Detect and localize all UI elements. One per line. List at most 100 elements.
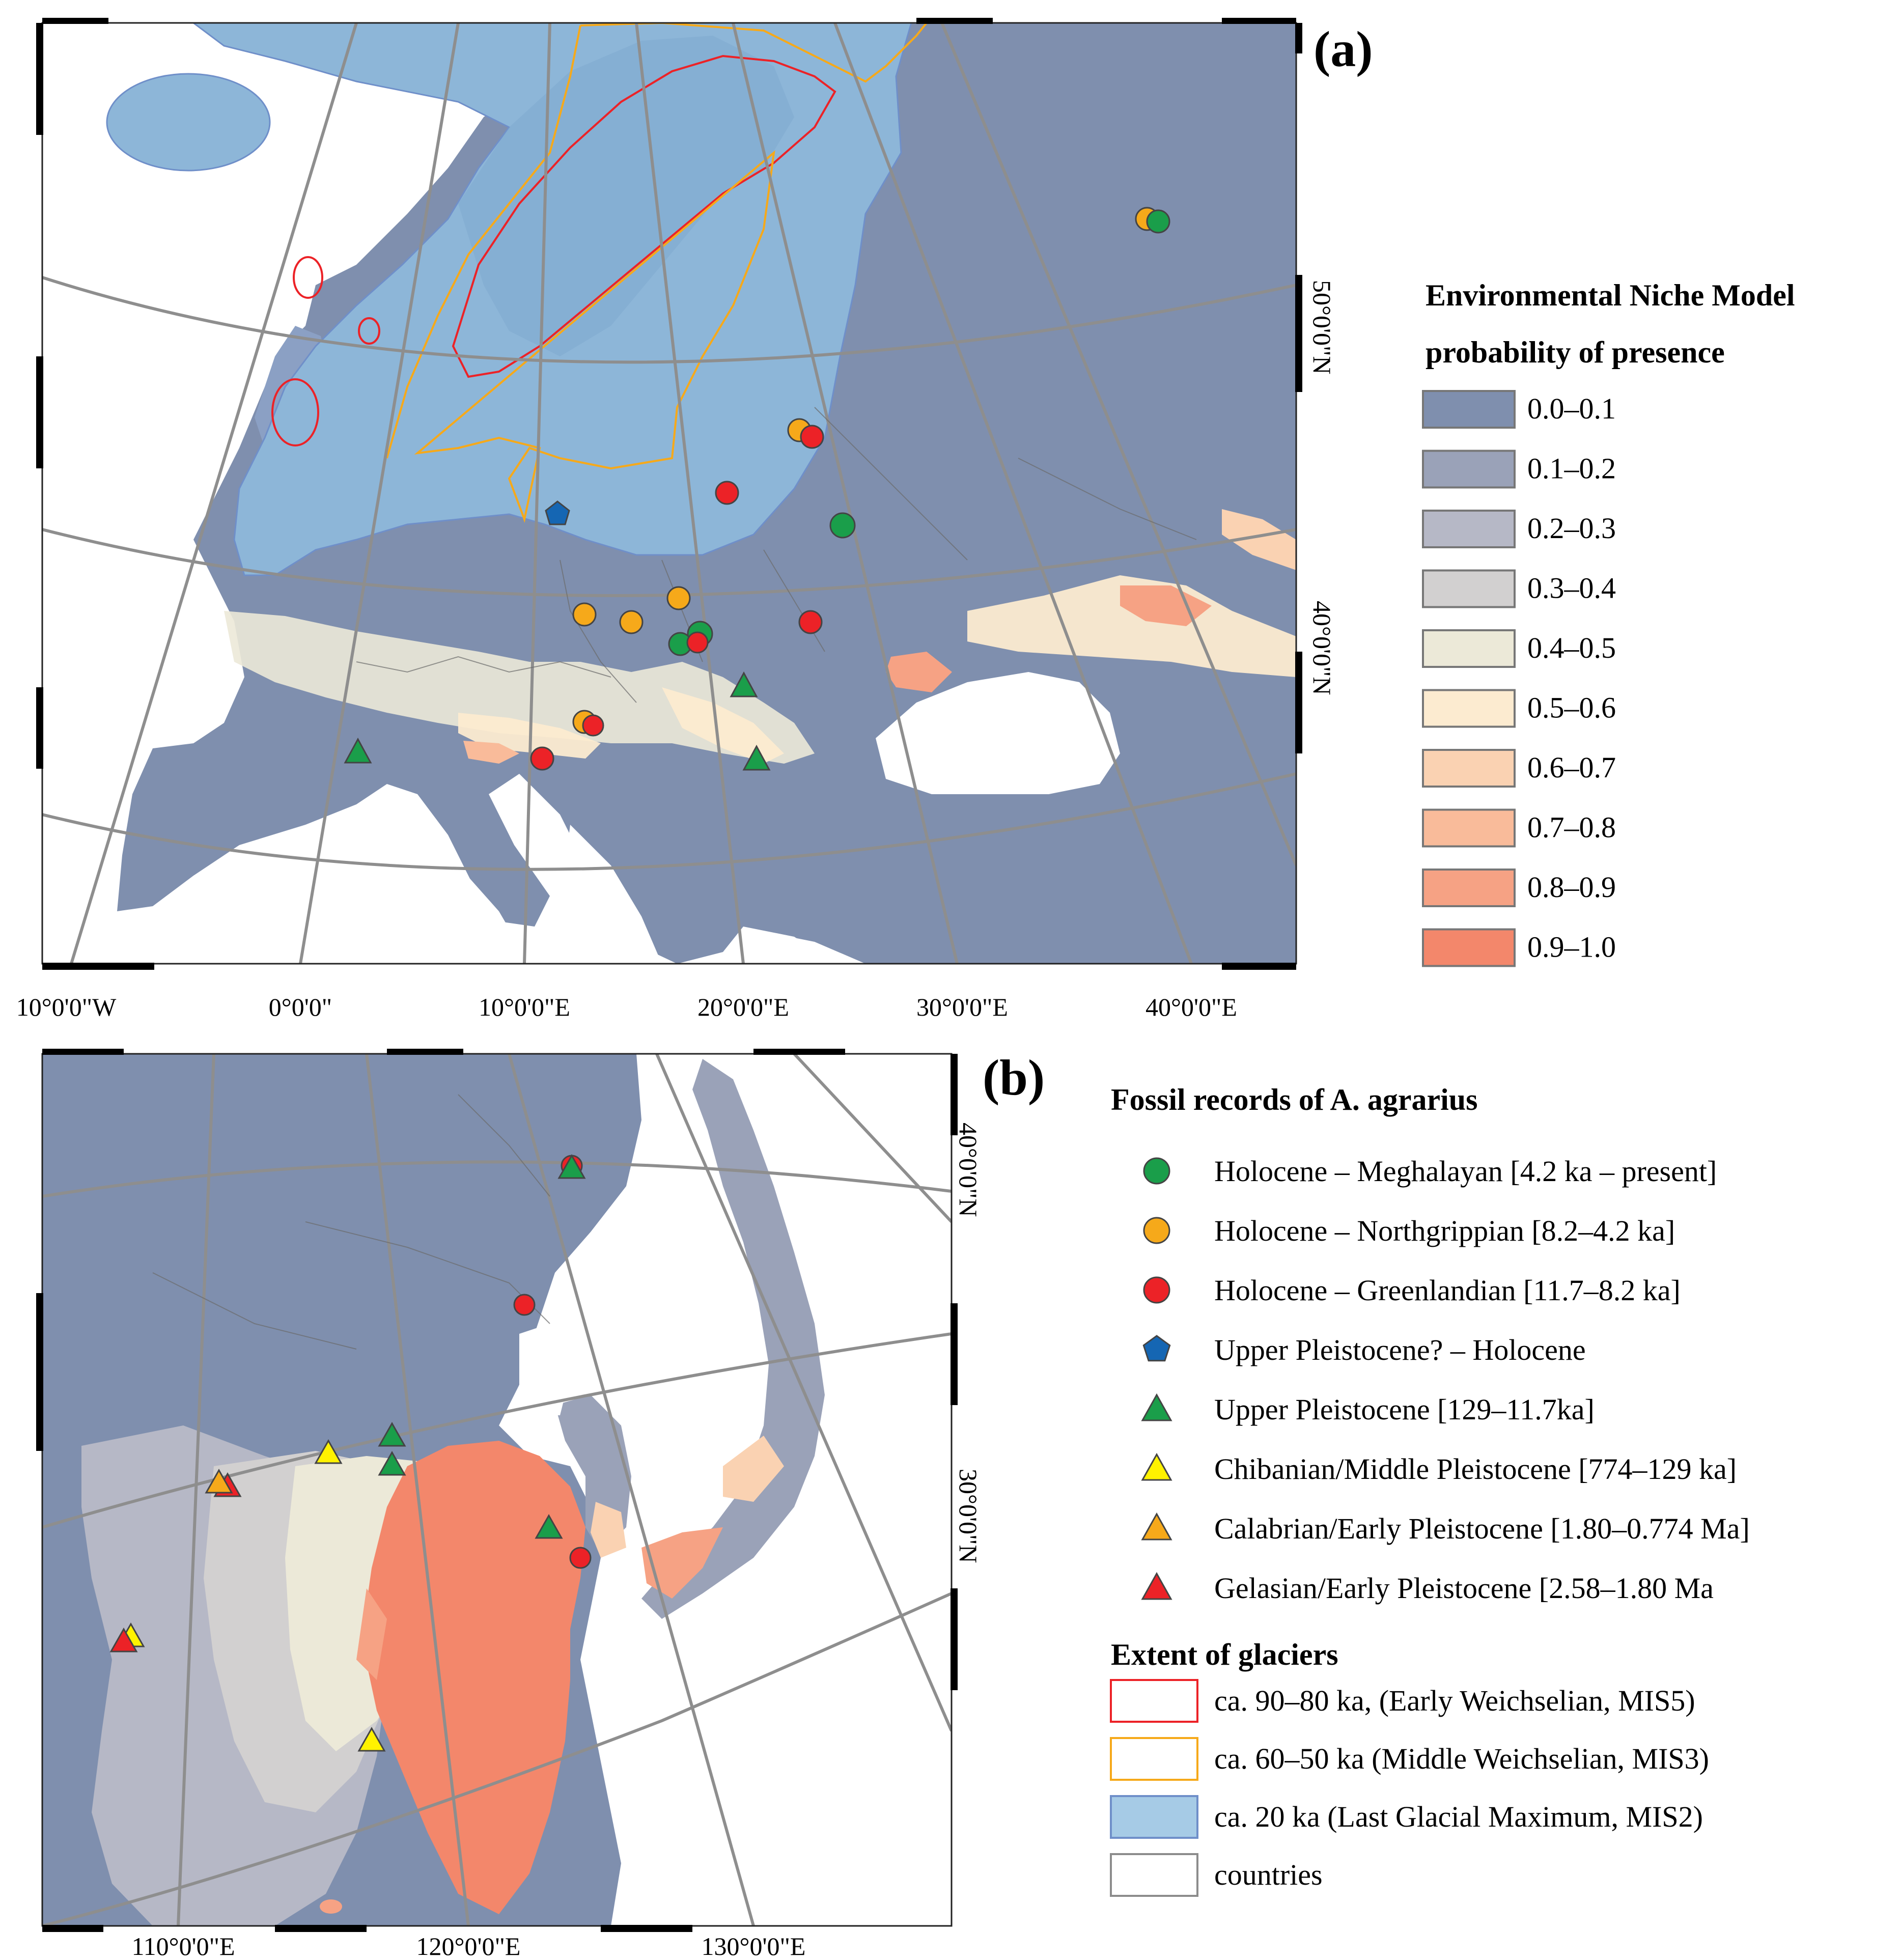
japan-islands xyxy=(641,1059,825,1619)
niche-swatch-6 xyxy=(1422,749,1516,788)
fossil-legend-label-4: Upper Pleistocene [129–11.7ka] xyxy=(1214,1393,1595,1426)
glacier-legend-label-1: ca. 60–50 ka (Middle Weichselian, MIS3) xyxy=(1214,1742,1709,1775)
marker-greenlandian xyxy=(798,610,823,634)
lat-label-b-0: 40°0'0"N xyxy=(954,1123,983,1217)
niche-swatch-9 xyxy=(1422,928,1516,967)
fossil-legend-symbol-7 xyxy=(1141,1572,1172,1600)
niche-swatch-4 xyxy=(1422,629,1516,668)
marker-chibanian xyxy=(314,1439,343,1464)
panel-a-frame-ticks xyxy=(36,18,1302,970)
niche-class-label-6: 0.6–0.7 xyxy=(1527,751,1616,784)
lat-label-b-1: 30°0'0"N xyxy=(954,1469,983,1563)
alps-suitability xyxy=(224,611,815,764)
fossil-legend-symbol-4 xyxy=(1141,1393,1172,1421)
black-sea xyxy=(876,672,1120,794)
marker-greenlandian xyxy=(582,714,604,737)
iceland-ice xyxy=(106,73,271,172)
glacier-swatch-0 xyxy=(1110,1679,1198,1723)
panel-a-frame xyxy=(41,22,1297,965)
niche-swatch-2 xyxy=(1422,510,1516,548)
graticule-b xyxy=(42,1054,952,1926)
glacier-legend-label-3: countries xyxy=(1214,1858,1323,1891)
niche-class-label-9: 0.9–1.0 xyxy=(1527,931,1616,964)
fossil-legend-label-3: Upper Pleistocene? – Holocene xyxy=(1214,1333,1586,1366)
lon-label-a-3: 20°0'0"E xyxy=(697,993,789,1021)
fossil-legend-symbol-1 xyxy=(1143,1217,1170,1244)
niche-legend-title-2: probability of presence xyxy=(1426,335,1725,369)
niche-swatch-8 xyxy=(1422,869,1516,907)
lon-label-a-4: 30°0'0"E xyxy=(916,993,1008,1021)
marker-calabrian xyxy=(205,1468,233,1494)
niche-class-label-4: 0.4–0.5 xyxy=(1527,631,1616,664)
marker-northgrippian xyxy=(619,610,644,634)
marker-northgrippian xyxy=(666,586,691,610)
panel-b-frame-ticks xyxy=(36,1049,958,1932)
niche-legend-title-1: Environmental Niche Model xyxy=(1426,278,1795,312)
lat-label-a-0: 50°0'0"N xyxy=(1308,280,1336,375)
glacier-legend-label-0: ca. 90–80 ka, (Early Weichselian, MIS5) xyxy=(1214,1684,1695,1717)
marker-greenlandian xyxy=(686,631,709,654)
niche-swatch-5 xyxy=(1422,689,1516,728)
fossil-records-legend: Fossil records of A. agrarius Holocene –… xyxy=(1111,1083,1750,1605)
glacier-legend-label-2: ca. 20 ka (Last Glacial Maximum, MIS2) xyxy=(1214,1800,1703,1833)
fossil-markers-b xyxy=(109,1154,592,1752)
marker-meghalayan xyxy=(1146,209,1170,234)
niche-class-label-7: 0.7–0.8 xyxy=(1527,811,1616,844)
fossil-legend-title: Fossil records of A. agrarius xyxy=(1111,1083,1478,1116)
niche-class-label-5: 0.5–0.6 xyxy=(1527,691,1616,724)
fossil-legend-symbol-3 xyxy=(1142,1335,1171,1362)
fossil-legend-label-6: Calabrian/Early Pleistocene [1.80–0.774 … xyxy=(1214,1512,1750,1545)
panel-a-map: (a) 10°0'0"W 0°0'0" 10°0'0"E 20°0'0"E 30… xyxy=(16,18,1373,1021)
fossil-legend-label-2: Holocene – Greenlandian [11.7–8.2 ka] xyxy=(1214,1274,1681,1307)
glacier-legend-title: Extent of glaciers xyxy=(1111,1638,1338,1671)
panel-a-label: (a) xyxy=(1314,21,1373,77)
marker-greenlandian xyxy=(800,425,824,449)
glacier-swatch-3 xyxy=(1110,1853,1198,1897)
marker-greenlandian xyxy=(569,1547,592,1569)
marker-northgrippian xyxy=(572,602,597,627)
lon-label-a-5: 40°0'0"E xyxy=(1145,993,1237,1021)
marker-upper-pleistocene xyxy=(378,1421,406,1447)
marker-greenlandian xyxy=(530,746,554,771)
fossil-legend-label-5: Chibanian/Middle Pleistocene [774–129 ka… xyxy=(1214,1452,1737,1486)
fossil-legend-symbol-6 xyxy=(1141,1512,1172,1541)
glacier-swatch-1 xyxy=(1110,1737,1198,1781)
marker-upper-pleistocene xyxy=(535,1514,563,1539)
niche-class-label-1: 0.1–0.2 xyxy=(1527,452,1616,485)
niche-class-label-3: 0.3–0.4 xyxy=(1527,572,1616,605)
marker-gelasian xyxy=(109,1627,138,1653)
lat-label-a-1: 40°0'0"N xyxy=(1308,601,1336,695)
lon-label-a-2: 10°0'0"E xyxy=(479,993,570,1021)
marker-upper-pleistocene xyxy=(557,1154,586,1179)
lon-label-b-1: 120°0'0"E xyxy=(416,1932,521,1960)
glacier-swatch-2 xyxy=(1110,1795,1198,1839)
niche-model-legend: Environmental Niche Model probability of… xyxy=(1422,278,1795,967)
marker-upper-pleistocene xyxy=(378,1450,406,1476)
marker-upper-pleistocene xyxy=(730,671,758,697)
fossil-legend-label-0: Holocene – Meghalayan [4.2 ka – present] xyxy=(1214,1155,1717,1188)
lon-label-b-2: 130°0'0"E xyxy=(702,1932,806,1960)
fossil-legend-symbol-2 xyxy=(1143,1276,1170,1304)
lon-label-a-0: 10°0'0"W xyxy=(16,993,117,1021)
marker-chibanian xyxy=(357,1726,386,1752)
marker-upper-pleistocene xyxy=(344,737,372,764)
fossil-legend-label-7: Gelasian/Early Pleistocene [2.58–1.80 Ma xyxy=(1214,1572,1714,1605)
marker-upper-pleistocene xyxy=(742,744,771,771)
marker-meghalayan xyxy=(829,512,856,539)
glacier-extent-legend: Extent of glaciers ca. 90–80 ka, (Early … xyxy=(1110,1638,1709,1897)
graticule-a xyxy=(42,23,1296,964)
fossil-legend-label-1: Holocene – Northgrippian [8.2–4.2 ka] xyxy=(1214,1214,1675,1247)
panel-b-label: (b) xyxy=(983,1049,1045,1106)
niche-class-label-2: 0.2–0.3 xyxy=(1527,512,1616,545)
niche-swatch-7 xyxy=(1422,808,1516,848)
marker-greenlandian xyxy=(715,481,739,505)
lon-label-b-0: 110°0'0"E xyxy=(131,1932,235,1960)
fossil-markers-a xyxy=(344,207,1170,771)
niche-class-label-0: 0.0–0.1 xyxy=(1527,392,1616,425)
panel-b-frame xyxy=(41,1053,953,1927)
mis3-glacier-outline xyxy=(386,23,928,523)
niche-swatch-1 xyxy=(1422,450,1516,489)
niche-swatch-3 xyxy=(1422,569,1516,608)
mediterranean-sea xyxy=(305,845,529,964)
